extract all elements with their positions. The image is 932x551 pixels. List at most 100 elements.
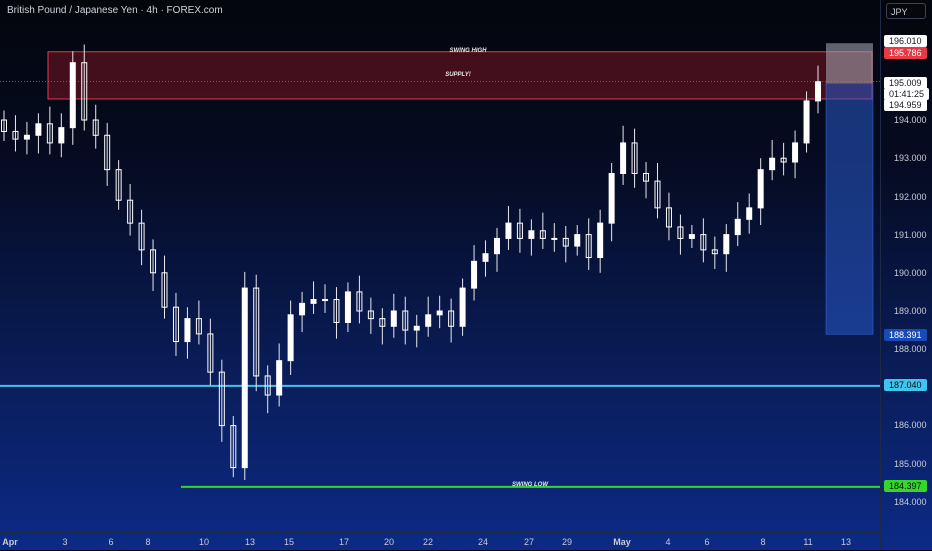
candlestick-chart[interactable]: [0, 0, 880, 532]
candle-up: [322, 299, 329, 302]
price-tick: 192.000: [894, 192, 927, 202]
time-label: 8: [145, 537, 151, 547]
candle-up: [688, 234, 695, 239]
candle-up: [482, 253, 489, 262]
candle-down: [104, 134, 111, 171]
candle-down: [195, 318, 202, 335]
candle-down: [115, 169, 122, 201]
candle-down: [677, 226, 684, 239]
supply-zone: [47, 51, 873, 100]
candle-up: [792, 142, 799, 163]
candle-down: [448, 310, 455, 327]
support-tag: 187.040: [884, 379, 927, 391]
time-label: 29: [561, 537, 573, 547]
candle-up: [310, 299, 317, 304]
candle-up: [390, 310, 397, 327]
candle-up: [413, 325, 420, 331]
candle-up: [459, 287, 466, 327]
time-label: 10: [198, 537, 210, 547]
candle-down: [264, 375, 271, 396]
candle-down: [367, 310, 374, 320]
time-label: Apr: [2, 537, 18, 547]
candle-down: [218, 371, 225, 427]
time-label: 17: [338, 537, 350, 547]
time-label: 6: [704, 537, 710, 547]
candle-down: [379, 318, 386, 327]
candle-down: [92, 119, 99, 136]
candle-up: [551, 237, 558, 240]
candle-down: [150, 249, 157, 274]
candle-up: [620, 142, 627, 174]
currency-button[interactable]: JPY: [886, 3, 926, 19]
candle-down: [780, 157, 787, 163]
candle-up: [241, 287, 248, 469]
time-label: 6: [108, 537, 114, 547]
swing-low-label: SWING LOW: [512, 482, 548, 488]
candle-down: [161, 272, 168, 308]
candle-up: [723, 234, 730, 255]
candle-down: [138, 222, 145, 251]
candle-up: [58, 127, 65, 144]
last-price-tag: 195.009: [884, 77, 927, 89]
candle-down: [643, 172, 650, 182]
time-label: 3: [62, 537, 68, 547]
candle-down: [539, 230, 546, 239]
candle-down: [654, 180, 661, 209]
candle-up: [597, 222, 604, 259]
time-label: 22: [422, 537, 434, 547]
candle-up: [493, 237, 500, 255]
candle-down: [356, 291, 363, 312]
candle-down: [12, 130, 19, 140]
candle-up: [734, 218, 741, 236]
candle-down: [46, 123, 53, 144]
candle-down: [1, 119, 7, 132]
candle-up: [746, 207, 753, 220]
candle-down: [402, 310, 409, 331]
time-label: 8: [760, 537, 766, 547]
candle-up: [505, 222, 512, 239]
candle-down: [127, 199, 134, 224]
candle-up: [436, 310, 443, 316]
price-tick: 194.000: [894, 115, 927, 125]
swing-low-tag: 184.397: [884, 480, 927, 492]
time-label: 15: [283, 537, 295, 547]
price-tick: 185.000: [894, 459, 927, 469]
swing-high-label: SWING HIGH: [449, 48, 487, 54]
time-label: May: [613, 537, 631, 547]
candle-up: [287, 314, 294, 362]
candle-up: [757, 169, 764, 209]
price-tick: 188.000: [894, 344, 927, 354]
candle-up: [276, 360, 283, 396]
take-profit-box: [825, 83, 874, 335]
time-axis[interactable]: [0, 532, 880, 551]
time-label: 20: [383, 537, 395, 547]
price-axis[interactable]: [880, 0, 932, 550]
candle-down: [631, 142, 638, 174]
candle-up: [425, 314, 432, 327]
candle-down: [665, 207, 672, 228]
price-tick: 189.000: [894, 306, 927, 316]
candle-up: [803, 100, 810, 144]
symbol-title[interactable]: British Pound / Japanese Yen · 4h · FORE…: [7, 5, 223, 16]
price-tick: 191.000: [894, 230, 927, 240]
time-label: 24: [477, 537, 489, 547]
candle-down: [711, 249, 718, 255]
candle-down: [516, 222, 523, 239]
candle-up: [23, 134, 30, 140]
entry-tag: 194.959: [884, 99, 927, 111]
time-label: 11: [803, 537, 813, 547]
candle-down: [81, 62, 88, 121]
candle-up: [344, 291, 351, 323]
candle-up: [35, 123, 42, 136]
candle-up: [769, 157, 776, 171]
chart-pane[interactable]: [0, 0, 880, 532]
candle-down: [585, 234, 592, 259]
candle-down: [333, 299, 340, 323]
candle-up: [815, 81, 821, 102]
candle-up: [471, 260, 478, 289]
candle-up: [184, 318, 191, 343]
time-label: 4: [665, 537, 671, 547]
time-label: 13: [840, 537, 852, 547]
candle-up: [299, 302, 306, 316]
candle-up: [608, 172, 615, 224]
